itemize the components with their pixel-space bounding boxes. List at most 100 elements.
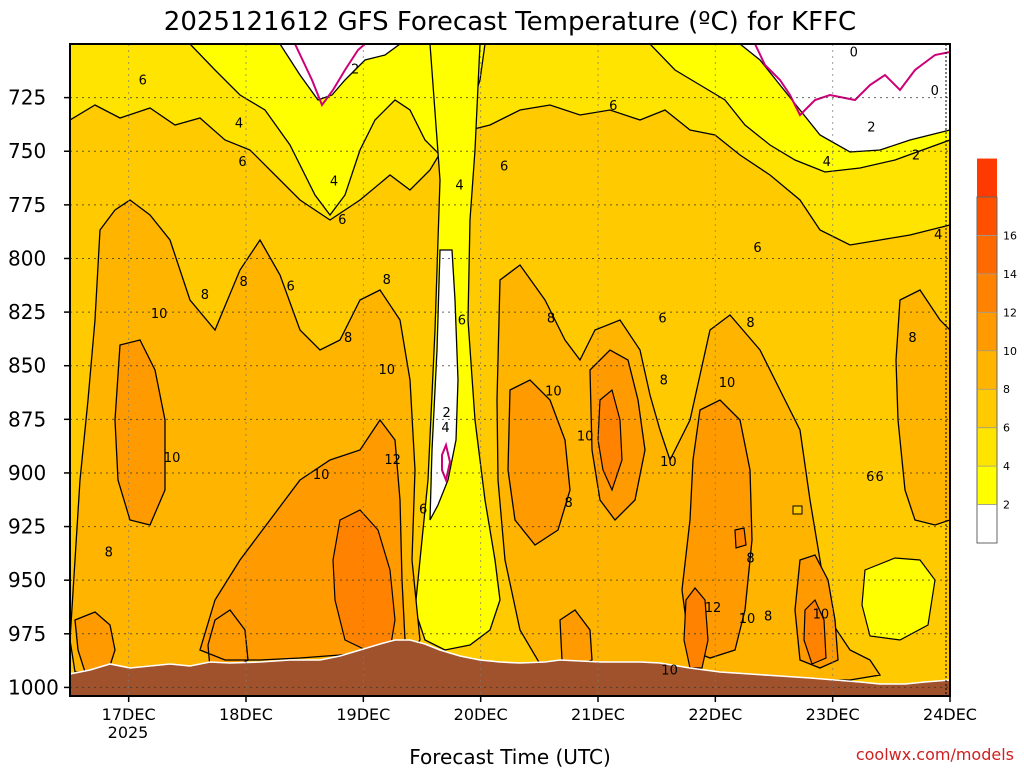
contour-label: 0 xyxy=(931,84,939,99)
x-tick-label: 22DEC xyxy=(688,705,742,724)
colorbar-tick-label: 12 xyxy=(1003,306,1017,319)
y-tick-label: 1000 xyxy=(8,675,59,699)
contour-label: 6 xyxy=(238,155,246,170)
colorbar-swatch xyxy=(977,350,997,390)
contour-label: 0 xyxy=(850,46,858,61)
colorbar-tick-label: 6 xyxy=(1003,422,1010,435)
contour-label: 6 xyxy=(609,99,617,114)
y-axis: 725 750 775 800 825 850 875 900 925 950 975 1000 xyxy=(8,86,70,699)
contour-label: 4 xyxy=(823,155,831,170)
contour-label: 10 xyxy=(545,384,562,399)
y-tick-label: 975 xyxy=(8,622,46,646)
y-tick-label: 750 xyxy=(8,139,46,163)
contour-label: 8 xyxy=(547,312,555,327)
contour-label: 4 xyxy=(235,116,243,131)
band-0-2 xyxy=(279,44,950,153)
contour-label: 8 xyxy=(746,552,754,567)
x-tick-label: 18DEC xyxy=(219,705,273,724)
contour-label: 12 xyxy=(705,601,722,616)
colorbar-swatch xyxy=(977,389,997,428)
contour-label: 8 xyxy=(201,288,209,303)
colorbar-swatch xyxy=(977,427,997,467)
contour-label: 10 xyxy=(660,455,677,470)
contour-label: 10 xyxy=(661,663,678,678)
contour-label: 12 xyxy=(384,453,401,468)
contour-label: 6 xyxy=(139,73,147,88)
lower-band-4-6 xyxy=(861,557,936,641)
contour-label: 4 xyxy=(455,179,463,194)
contour-label: 10 xyxy=(813,608,830,623)
contour-label: 8 xyxy=(660,374,668,389)
contour-label: 10 xyxy=(379,363,396,378)
y-tick-label: 775 xyxy=(8,193,46,217)
contour-label: 8 xyxy=(565,496,573,511)
contour-label: 10 xyxy=(151,307,168,322)
x-tick-label: 23DEC xyxy=(806,705,860,724)
contour-label: 10 xyxy=(739,612,756,627)
contour-label: 6 xyxy=(658,312,666,327)
contour-label: 8 xyxy=(764,610,772,625)
x-tick-label: 20DEC xyxy=(454,705,508,724)
colorbar-tick-label: 4 xyxy=(1003,460,1010,473)
credit-link[interactable]: coolwx.com/models xyxy=(856,745,1014,764)
colorbar-swatch xyxy=(977,235,997,274)
chart-title: 2025121612 GFS Forecast Temperature (ºC)… xyxy=(164,7,856,37)
contour-label: 6 xyxy=(338,213,346,228)
y-tick-label: 850 xyxy=(8,354,46,378)
contour-label: 10 xyxy=(313,468,330,483)
contour-label: 4 xyxy=(441,421,449,436)
cell-blob xyxy=(792,505,803,515)
colorbar-frame xyxy=(976,196,998,544)
colorbar-swatch xyxy=(977,312,997,351)
y-tick-label: 950 xyxy=(8,568,46,592)
contour-label: 6 xyxy=(419,502,427,517)
contour-label: 6 xyxy=(500,159,508,174)
y-tick-label: 800 xyxy=(8,246,46,270)
contour-label: 2 xyxy=(442,406,450,421)
contour-label: 10 xyxy=(164,451,181,466)
x-axis-label: Forecast Time (UTC) xyxy=(409,745,611,768)
contour-label: 10 xyxy=(577,429,594,444)
contour-label: 2 xyxy=(867,121,875,136)
x-tick-label: 21DEC xyxy=(571,705,625,724)
contour-label: 8 xyxy=(344,331,352,346)
contour-label: 6 xyxy=(458,314,466,329)
y-tick-label: 825 xyxy=(8,300,46,324)
y-tick-label: 875 xyxy=(8,407,46,431)
x-tick-label: 19DEC xyxy=(336,705,390,724)
freezing-pocket xyxy=(441,441,452,484)
contour-label: 4 xyxy=(934,228,942,243)
contour-label: 6 xyxy=(866,470,874,485)
freezing-line xyxy=(294,44,950,117)
contour-label: 2 xyxy=(351,63,359,78)
colorbar-swatch xyxy=(977,197,997,236)
colorbar-tick-label: 14 xyxy=(1003,268,1017,281)
contour-label: 6 xyxy=(753,241,761,256)
contour-label: 2 xyxy=(912,149,920,164)
x-tick-label: 17DEC xyxy=(102,705,156,724)
y-tick-label: 725 xyxy=(8,86,46,110)
colorbar-tick-label: 10 xyxy=(1003,345,1017,358)
intrusion-band-0-2 xyxy=(429,249,459,521)
colorbar-swatch xyxy=(977,504,997,543)
plot-frame xyxy=(69,43,951,697)
grid xyxy=(70,44,950,696)
colorbar-swatch xyxy=(977,273,997,313)
contour-label: 8 xyxy=(746,316,754,331)
contour-label: 8 xyxy=(105,545,113,560)
x-axis: 17DEC 18DEC 19DEC 20DEC 21DEC 22DEC 23DEC 24DEC xyxy=(102,696,977,724)
y-tick-label: 900 xyxy=(8,461,46,485)
colorbar-swatch xyxy=(977,158,997,197)
colorbar-swatch xyxy=(977,466,997,505)
y-tick-label: 925 xyxy=(8,515,46,539)
contour-label: 8 xyxy=(383,273,391,288)
ground-terrain xyxy=(70,639,950,696)
colorbar-tick-label: 16 xyxy=(1003,229,1017,242)
contour-label: 4 xyxy=(330,174,338,189)
x-year-label: 2025 xyxy=(108,723,149,742)
x-tick-label: 24DEC xyxy=(923,705,977,724)
colorbar: 2 4 6 8 10 12 14 16 xyxy=(976,158,1017,544)
